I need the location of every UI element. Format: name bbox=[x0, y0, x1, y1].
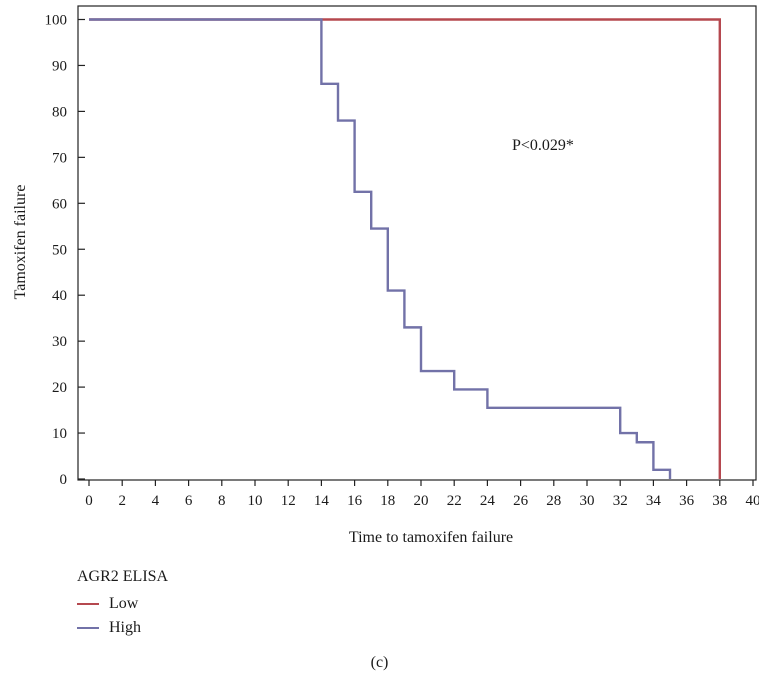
x-tick-label: 6 bbox=[185, 493, 193, 509]
series-line-low bbox=[89, 18, 721, 479]
x-axis-title: Time to tamoxifen failure bbox=[349, 529, 513, 546]
x-tick-label: 28 bbox=[546, 493, 561, 509]
legend-swatch-high bbox=[77, 627, 99, 629]
y-axis: 0 10 20 30 40 50 60 70 80 90 100 bbox=[45, 13, 85, 488]
y-tick-label: 30 bbox=[52, 334, 67, 350]
series-layer bbox=[89, 18, 721, 479]
y-tick-label: 90 bbox=[52, 58, 67, 74]
x-tick-label: 2 bbox=[118, 493, 126, 509]
legend-label-high: High bbox=[109, 619, 141, 636]
y-tick-label: 50 bbox=[52, 242, 67, 258]
x-tick-label: 20 bbox=[414, 493, 429, 509]
panel-label: (c) bbox=[370, 654, 389, 671]
series-line-high bbox=[89, 18, 672, 479]
y-tick-label: 10 bbox=[52, 426, 67, 442]
y-tick-label: 70 bbox=[52, 150, 67, 166]
x-tick-label: 32 bbox=[613, 493, 628, 509]
x-tick-label: 12 bbox=[281, 493, 296, 509]
legend-title: AGR2 ELISA bbox=[77, 568, 169, 585]
plot-frame bbox=[77, 5, 757, 481]
x-tick-label: 34 bbox=[646, 493, 662, 509]
x-tick-label: 0 bbox=[85, 493, 93, 509]
legend-item-high: High bbox=[77, 616, 168, 640]
x-tick-label: 14 bbox=[314, 493, 330, 509]
y-tick-label: 40 bbox=[52, 288, 67, 304]
legend: AGR2 ELISA Low High bbox=[77, 568, 168, 640]
x-tick-label: 4 bbox=[152, 493, 160, 509]
p-value-annotation: P<0.029* bbox=[512, 137, 574, 154]
x-axis: 0 2 4 6 8 10 12 14 16 18 20 22 24 26 28 30 32 34 36 38 40 bbox=[85, 480, 759, 509]
x-tick-label: 22 bbox=[447, 493, 462, 509]
x-tick-label: 18 bbox=[380, 493, 395, 509]
y-tick-label: 100 bbox=[45, 13, 68, 29]
y-tick-label: 80 bbox=[52, 104, 67, 120]
x-tick-label: 8 bbox=[218, 493, 226, 509]
y-tick-label: 60 bbox=[52, 196, 67, 212]
legend-item-low: Low bbox=[77, 592, 168, 616]
y-axis-title: Tamoxifen failure bbox=[12, 185, 29, 300]
x-tick-label: 38 bbox=[712, 493, 727, 509]
x-tick-label: 40 bbox=[746, 493, 759, 509]
legend-label-low: Low bbox=[109, 595, 139, 612]
x-tick-label: 36 bbox=[679, 493, 695, 509]
x-tick-label: 24 bbox=[480, 493, 496, 509]
legend-swatch-low bbox=[77, 603, 99, 605]
x-tick-label: 30 bbox=[580, 493, 595, 509]
x-tick-label: 16 bbox=[347, 493, 363, 509]
x-tick-label: 10 bbox=[248, 493, 263, 509]
y-tick-label: 0 bbox=[60, 472, 68, 488]
x-tick-label: 26 bbox=[513, 493, 529, 509]
y-tick-label: 20 bbox=[52, 380, 67, 396]
